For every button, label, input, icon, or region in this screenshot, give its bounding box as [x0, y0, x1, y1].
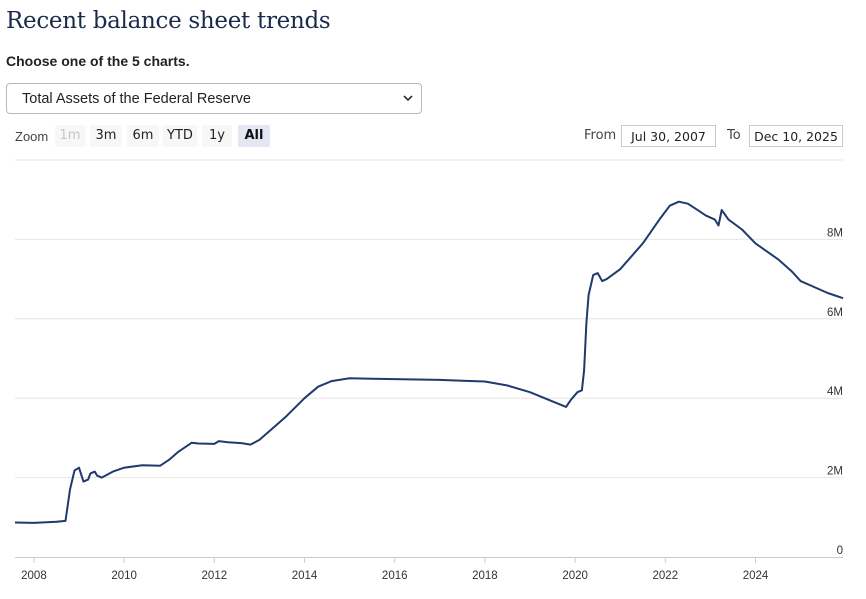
page-title: Recent balance sheet trends: [6, 8, 331, 34]
chart-select-value: Total Assets of the Federal Reserve: [22, 91, 251, 107]
x-tick-label: 2016: [382, 570, 408, 582]
gridlines: [15, 238, 843, 479]
zoom-1m-button[interactable]: 1m: [55, 125, 85, 147]
x-tick-label: 2008: [21, 570, 47, 582]
y-tick-label: 4M: [827, 386, 843, 398]
zoom-1y-button[interactable]: 1y: [202, 125, 232, 147]
chart-select[interactable]: Total Assets of the Federal Reserve: [6, 83, 422, 114]
zoom-all-button[interactable]: All: [238, 125, 270, 147]
zoom-3m-button[interactable]: 3m: [90, 125, 122, 147]
x-tick-label: 2024: [743, 570, 769, 582]
zoom-ytd-button[interactable]: YTD: [163, 125, 197, 147]
chevron-down-icon: [403, 95, 413, 102]
total-assets-series-line[interactable]: [14, 200, 844, 524]
range-to-input[interactable]: Dec 10, 2025: [749, 125, 843, 147]
y-tick-label: 8M: [827, 227, 843, 239]
range-from-label: From: [584, 128, 617, 143]
range-from-input[interactable]: Jul 30, 2007: [621, 125, 716, 147]
y-axis-labels: 0 2M 4M 6M 8M: [827, 227, 843, 557]
x-tick-label: 2020: [562, 570, 588, 582]
x-tick-label: 2022: [653, 570, 679, 582]
x-tick-label: 2018: [472, 570, 498, 582]
range-to-label: To: [727, 128, 741, 143]
x-axis: 2008 2010 2012 2014 2016 2018 2020 2022 2024: [15, 557, 843, 582]
x-tick-label: 2010: [111, 570, 137, 582]
chart-chooser-prompt: Choose one of the 5 charts.: [6, 53, 190, 69]
x-tick-label: 2014: [292, 570, 318, 582]
x-tick-label: 2012: [202, 570, 228, 582]
y-tick-label: 6M: [827, 307, 843, 319]
y-tick-label: 2M: [827, 466, 843, 478]
zoom-label: Zoom: [15, 129, 49, 144]
y-tick-label: 0: [837, 545, 843, 557]
zoom-6m-button[interactable]: 6m: [127, 125, 159, 147]
